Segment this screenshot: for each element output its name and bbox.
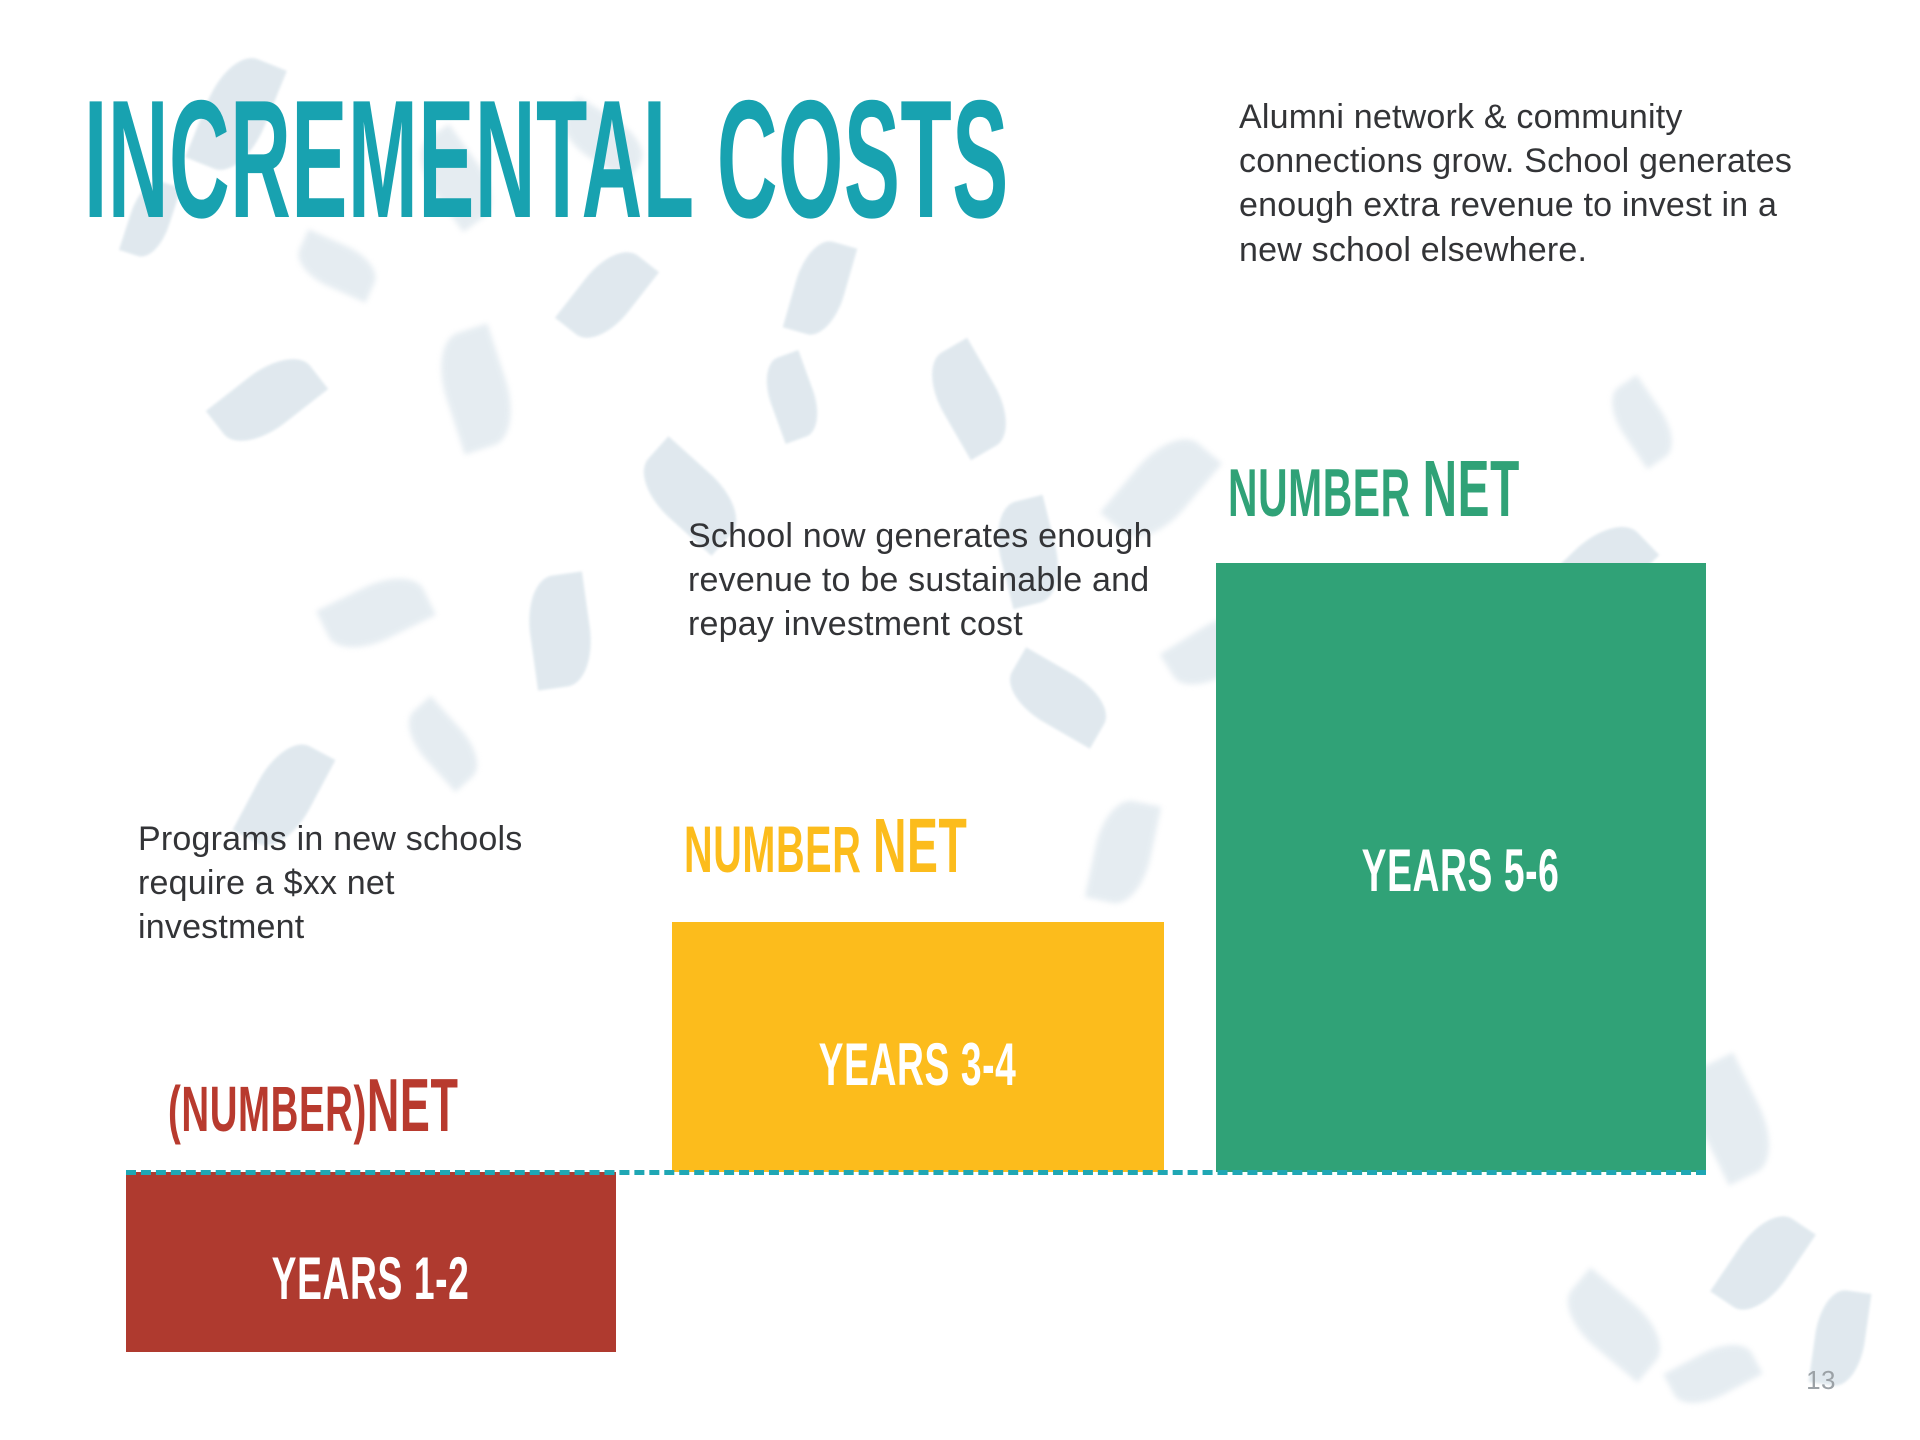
bar-category-label: YEARS 5-6 [1362,837,1560,904]
bar-label-prefix: NUMBER [1228,455,1411,531]
annotation-text-middle: School now generates enough revenue to b… [688,517,1153,644]
page-number: 13 [1806,1365,1836,1395]
bar-years-3-4[interactable]: YEARS 3-4 [672,922,1164,1172]
bar-label-prefix: (NUMBER) [168,1073,367,1145]
bar-category-label: YEARS 3-4 [819,1031,1017,1098]
bar-value-label-years-1-2: (NUMBER)NET [168,1062,652,1148]
bar-category-label: YEARS 1-2 [272,1245,470,1312]
page-title: INCREMENTAL COSTS [84,65,1009,253]
annotation-text-left: Programs in new schools require a $xx ne… [138,820,523,947]
bar-label-suffix: NET [873,803,968,889]
annotation-text-right: Alumni network & community connections g… [1239,98,1793,269]
bar-label-suffix: NET [366,1063,459,1147]
bar-label-prefix: NUMBER [684,812,862,886]
baseline-divider [126,1170,1706,1175]
bar-years-1-2[interactable]: YEARS 1-2 [126,1172,616,1352]
bar-value-label-years-5-6: NUMBER NET [1228,443,1714,535]
bar-label-suffix: NET [1422,444,1520,533]
bar-value-label-years-3-4: NUMBER NET [684,802,1156,891]
bar-years-5-6[interactable]: YEARS 5-6 [1216,563,1706,1172]
